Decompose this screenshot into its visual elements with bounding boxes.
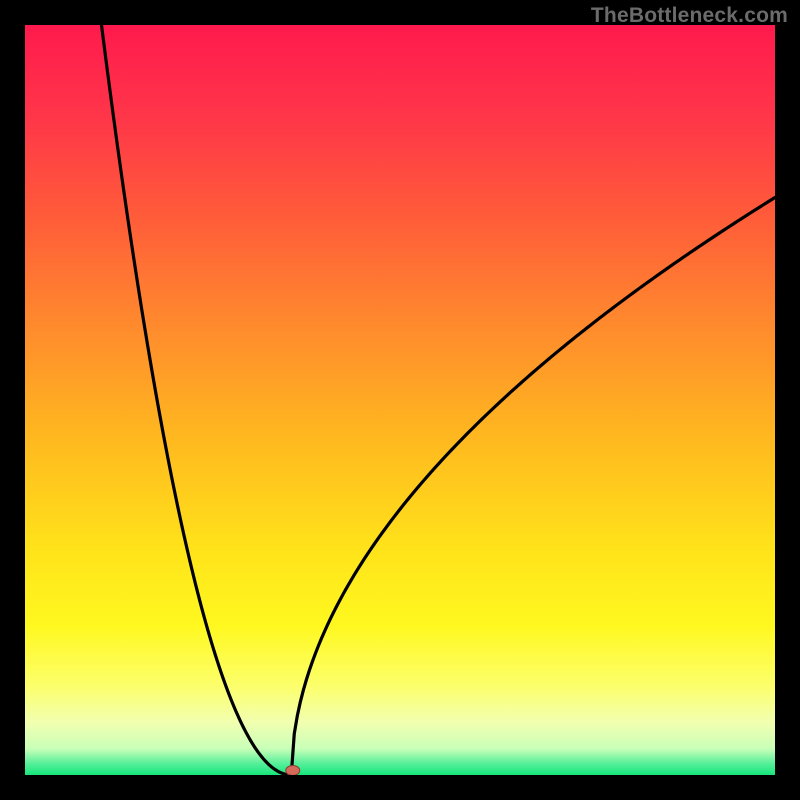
gradient-background xyxy=(25,25,775,775)
gradient-plot xyxy=(25,25,775,775)
chart-frame: TheBottleneck.com xyxy=(0,0,800,800)
optimal-point-marker xyxy=(286,766,300,776)
plot-area xyxy=(25,25,775,775)
